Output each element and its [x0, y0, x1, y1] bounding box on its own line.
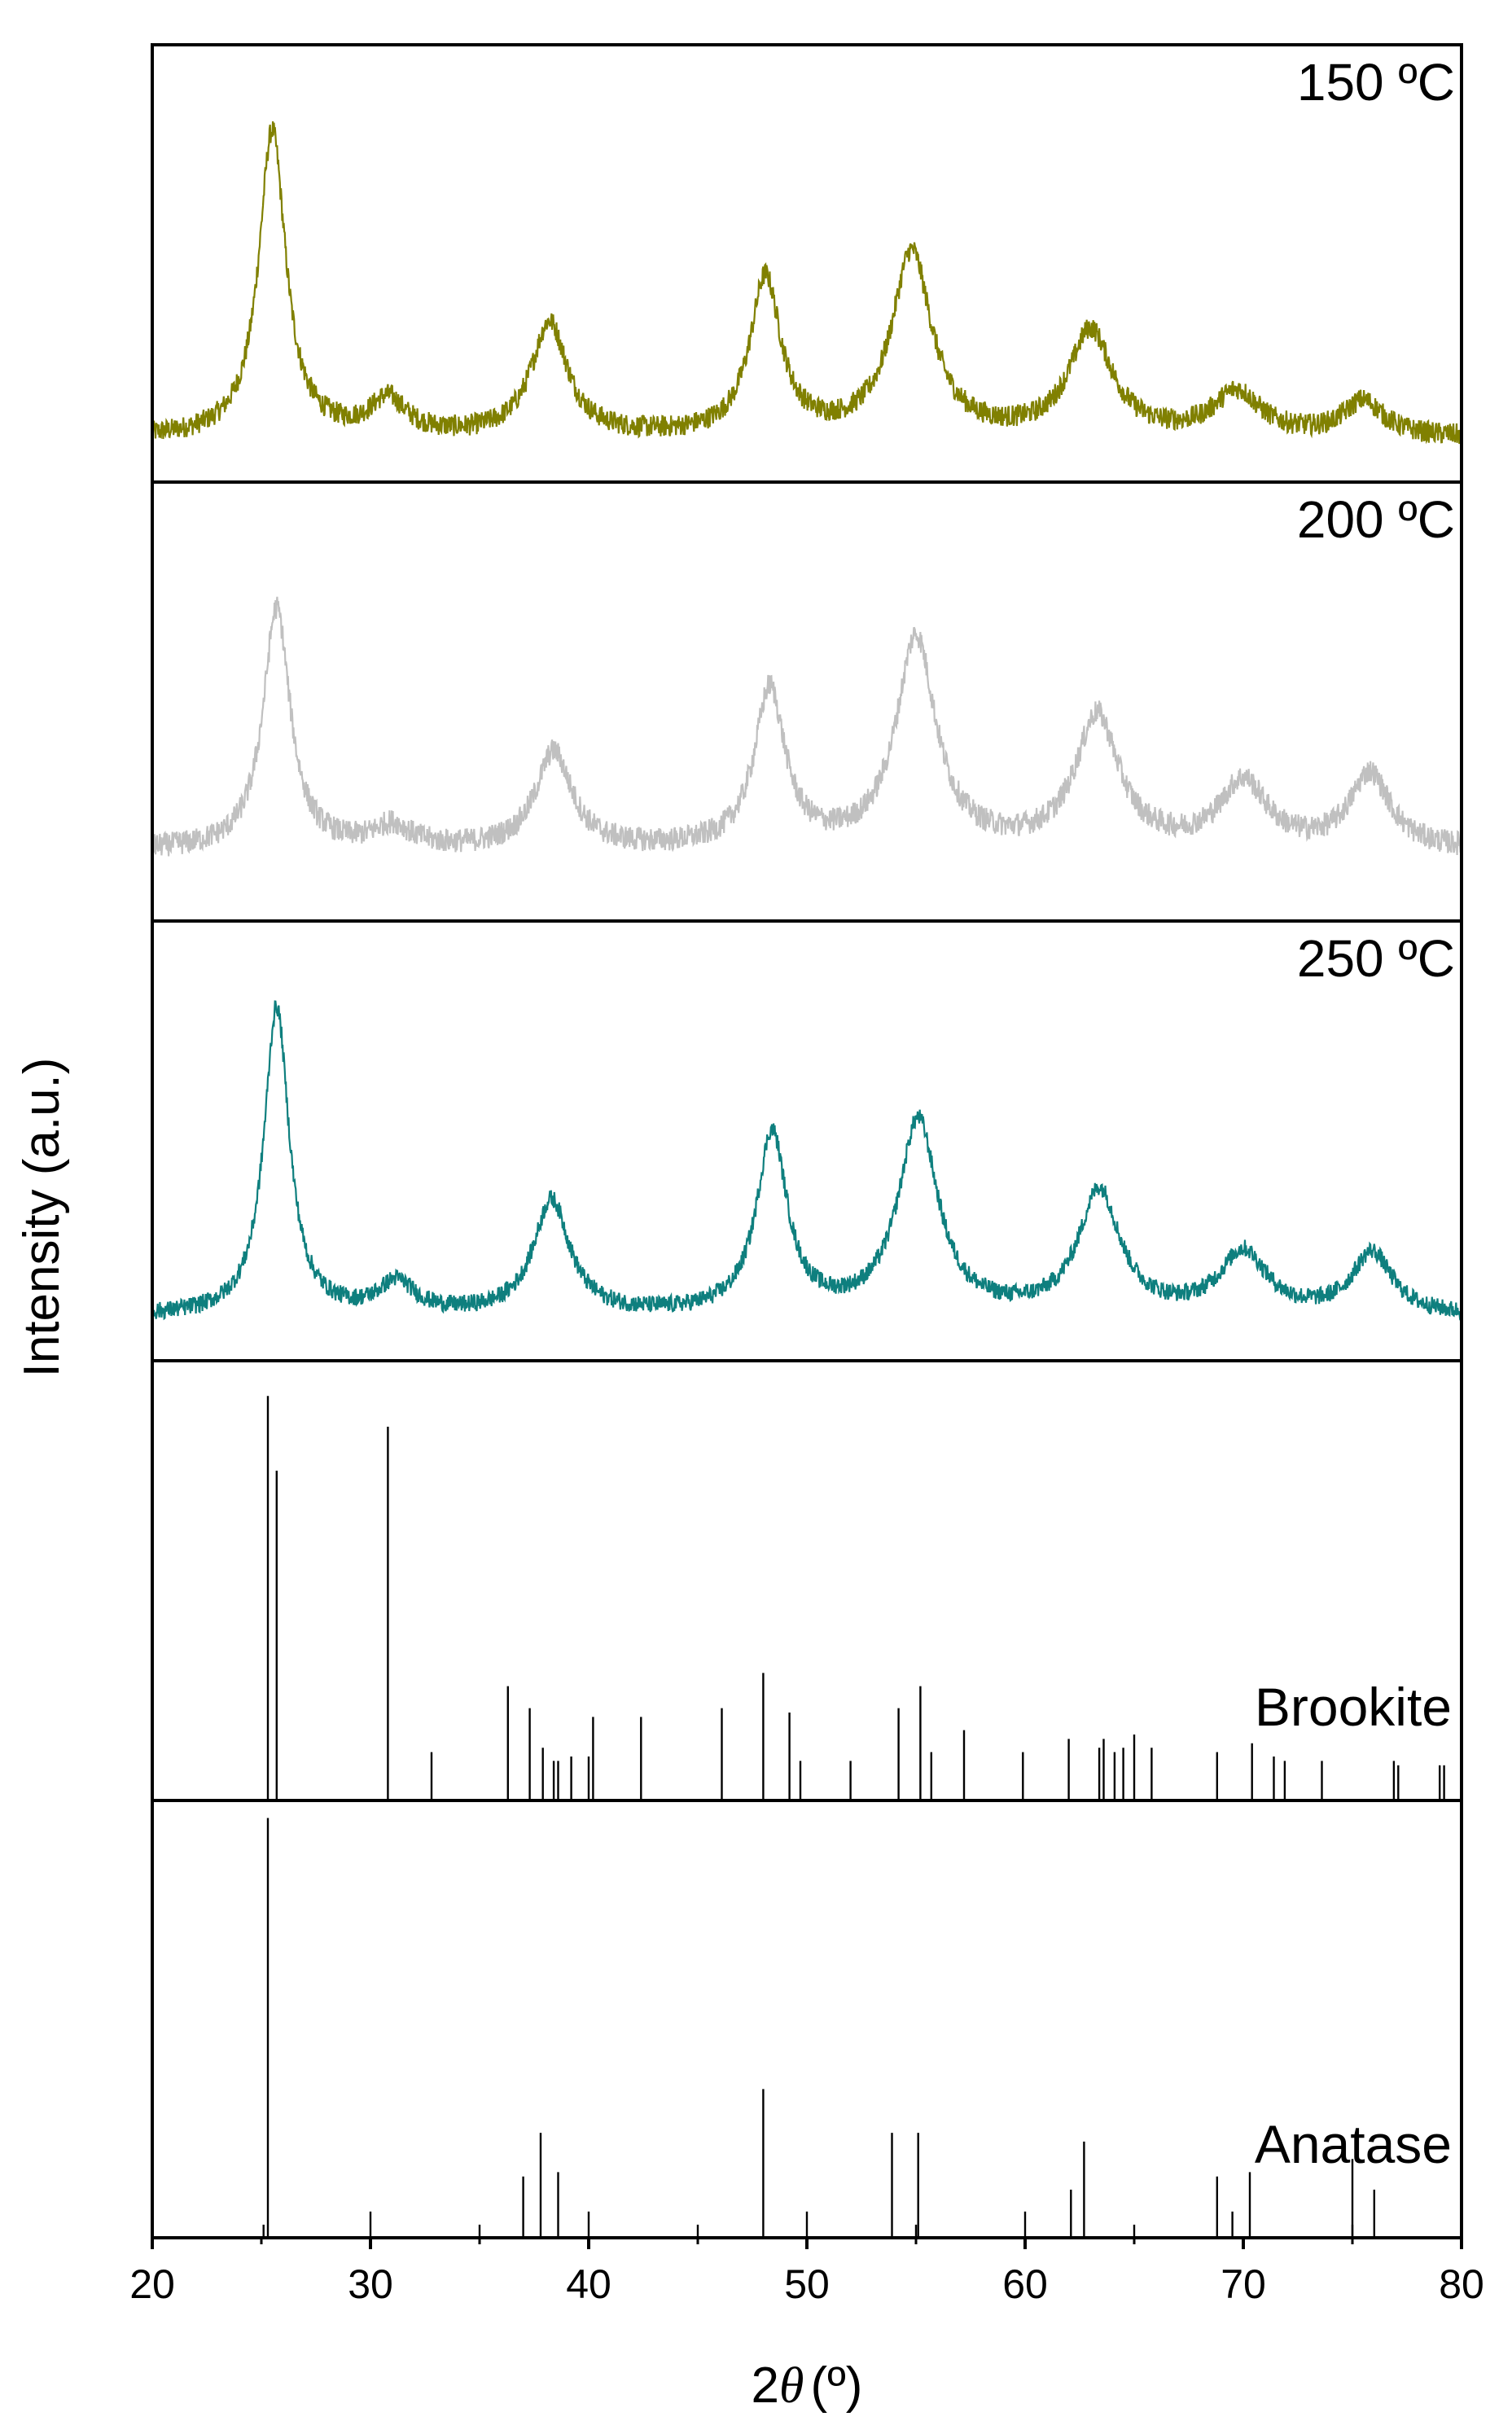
- x-axis-ticks: 20 30 40 50 60 70 80: [129, 2238, 1484, 2307]
- panel-frame: [151, 480, 1463, 923]
- x-axis-label-unit: (º): [811, 2357, 863, 2414]
- pattern-label: 250 ºC: [1297, 929, 1455, 988]
- reference-label: Brookite: [1255, 1677, 1452, 1737]
- panels-group: 150 ºC 200 ºC 250 ºC Brookite Anatase: [151, 43, 1463, 2239]
- x-tick-label: 20: [129, 2261, 175, 2307]
- pattern-label: 150 ºC: [1297, 53, 1455, 112]
- x-axis-label-theta: θ: [779, 2358, 804, 2414]
- pattern-label: 200 ºC: [1297, 490, 1455, 549]
- x-axis-label: 2θ (º): [752, 2357, 863, 2414]
- pattern-panel: 250 ºC: [151, 929, 1462, 1321]
- x-tick-label: 50: [784, 2261, 830, 2307]
- y-axis-label: Intensity (a.u.): [14, 1058, 70, 1378]
- x-tick-label: 40: [566, 2261, 611, 2307]
- reference-panel: Brookite: [266, 1396, 1452, 1800]
- x-tick-label: 60: [1002, 2261, 1048, 2307]
- reference-panel: Anatase: [262, 1818, 1452, 2238]
- pattern-panel: 150 ºC: [151, 53, 1463, 445]
- x-tick-label: 70: [1221, 2261, 1266, 2307]
- x-tick-label: 30: [348, 2261, 393, 2307]
- x-tick-label: 80: [1439, 2261, 1484, 2307]
- pattern-panel: 200 ºC: [151, 490, 1463, 857]
- reference-label: Anatase: [1255, 2114, 1452, 2174]
- pattern-line: [151, 1000, 1462, 1321]
- x-axis-label-prefix: 2: [752, 2357, 779, 2414]
- pattern-line: [151, 121, 1463, 445]
- pattern-line: [151, 596, 1463, 857]
